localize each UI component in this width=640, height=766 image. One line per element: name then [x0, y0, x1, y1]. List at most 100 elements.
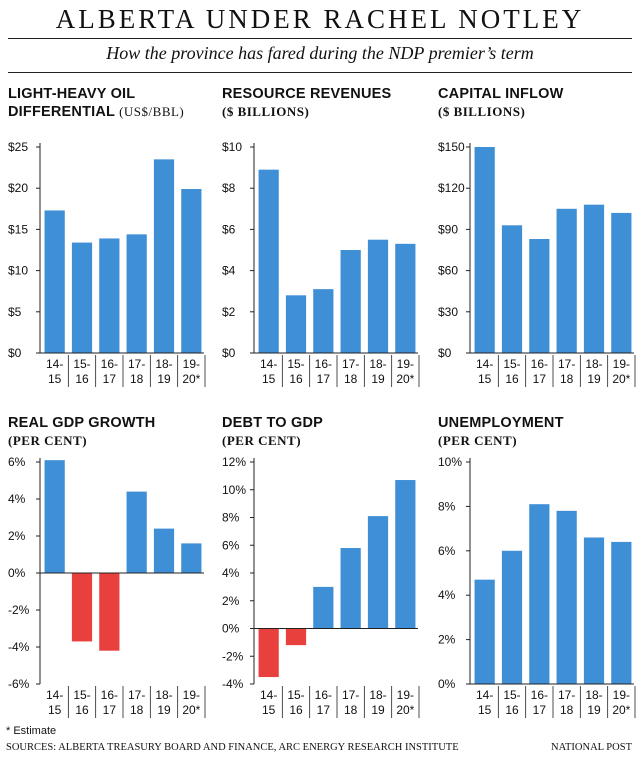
bar [126, 491, 147, 573]
x-tick-label: 19 [587, 372, 601, 386]
title-rule-top [8, 38, 632, 39]
y-tick-label: $15 [8, 222, 28, 236]
chart-title: REAL GDP GROWTH (PER CENT) [8, 414, 155, 450]
bar [313, 586, 334, 629]
x-tick-label: 17- [342, 357, 359, 371]
y-tick-label: $90 [438, 222, 458, 236]
y-tick-label: 0% [438, 677, 456, 691]
x-tick-label: 15- [503, 357, 520, 371]
x-tick-label: 18- [155, 688, 172, 702]
bar [474, 579, 495, 684]
chart-panel-debt-to-gdp: DEBT TO GDP (PER CENT) -4% -2% 0% 2% 4% 6% 8% 1… [222, 414, 422, 724]
x-tick-label: 18- [369, 688, 386, 702]
y-tick-label: 4% [222, 566, 240, 580]
y-tick-label: 4% [438, 588, 456, 602]
chart-panel-real-gdp-growth: REAL GDP GROWTH (PER CENT) -6% -4% -2% 0% 2%… [8, 414, 208, 724]
y-tick-label: $0 [8, 346, 22, 360]
x-tick-label: 16 [289, 703, 303, 717]
x-tick-label: 19 [371, 703, 385, 717]
chart-panel-resource-revenues: RESOURCE REVENUES ($ BILLIONS) $0 $2 $4 $6 $… [222, 85, 422, 395]
bar [340, 250, 361, 353]
bar [181, 189, 202, 353]
y-tick-label: $2 [222, 305, 236, 319]
chart-unit: (US$/BBL) [119, 104, 185, 119]
x-tick-label: 19 [157, 703, 171, 717]
bar [501, 225, 523, 353]
chart-panel-oil-differential: LIGHT-HEAVY OIL DIFFERENTIAL (US$/BBL) $… [8, 85, 208, 395]
chart-title: LIGHT-HEAVY OIL DIFFERENTIAL (US$/BBL) [8, 85, 184, 121]
x-tick-label: 14- [260, 357, 277, 371]
x-tick-label: 18 [130, 703, 144, 717]
x-tick-label: 20* [396, 372, 414, 386]
chart-unit: (PER CENT) [8, 433, 88, 448]
bar-chart-unemployment: 0% 2% 4% 6% 8% 10% 14-15 15-16 16-17 17-18 18-19 19… [438, 455, 636, 718]
bar [99, 238, 120, 353]
y-tick-label: 2% [438, 633, 456, 647]
x-tick-label: 14- [476, 688, 493, 702]
x-tick-label: 15 [48, 703, 62, 717]
x-tick-label: 16- [531, 688, 548, 702]
footnote-estimate: * Estimate [6, 725, 57, 737]
x-tick-label: 17- [342, 688, 359, 702]
x-tick-label: 18 [130, 372, 144, 386]
bar [340, 548, 361, 629]
x-tick-label: 17 [533, 703, 547, 717]
x-tick-label: 16- [531, 357, 548, 371]
y-tick-label: 10% [438, 455, 462, 469]
x-tick-label: 17- [558, 688, 575, 702]
bar [71, 242, 93, 353]
y-tick-label: $60 [438, 264, 458, 278]
y-tick-label: 4% [8, 492, 26, 506]
chart-panel-unemployment: UNEMPLOYMENT (PER CENT) 0% 2% 4% 6% 8% 10% 14-… [438, 414, 638, 724]
y-tick-label: 0% [8, 566, 26, 580]
y-tick-label: $5 [8, 305, 22, 319]
bar [583, 537, 605, 684]
x-tick-label: 17 [317, 703, 331, 717]
y-tick-label: -4% [222, 677, 244, 691]
x-tick-label: 18 [560, 703, 574, 717]
chart-title-line1: DEBT TO GDP [222, 415, 324, 431]
x-tick-label: 15- [73, 688, 90, 702]
x-tick-label: 15 [478, 703, 492, 717]
chart-title-line1: REAL GDP GROWTH [8, 415, 156, 431]
chart-unit: (PER CENT) [222, 433, 302, 448]
x-tick-label: 16- [101, 688, 118, 702]
x-tick-label: 19- [397, 357, 414, 371]
chart-title: RESOURCE REVENUES ($ BILLIONS) [222, 85, 391, 121]
bar [367, 516, 389, 629]
x-tick-label: 20* [612, 703, 630, 717]
chart-title: DEBT TO GDP (PER CENT) [222, 414, 323, 450]
bar [181, 543, 202, 573]
bar [529, 504, 550, 684]
x-tick-label: 14- [260, 688, 277, 702]
bar [126, 234, 147, 353]
x-tick-label: 18 [344, 703, 358, 717]
bar [583, 204, 605, 353]
bar [611, 541, 632, 684]
y-tick-label: $20 [8, 181, 28, 195]
bar [313, 289, 334, 353]
x-tick-label: 16 [75, 372, 89, 386]
chart-title: UNEMPLOYMENT (PER CENT) [438, 414, 564, 450]
chart-title-line1: LIGHT-HEAVY OIL [8, 86, 136, 102]
y-tick-label: -4% [8, 640, 30, 654]
bar [529, 239, 550, 353]
bar [44, 210, 65, 353]
x-tick-label: 16 [289, 372, 303, 386]
y-tick-label: 6% [222, 538, 240, 552]
y-tick-label: 12% [222, 455, 246, 469]
page-subtitle: How the province has fared during the ND… [106, 43, 534, 63]
y-tick-label: $8 [222, 181, 236, 195]
x-tick-label: 16 [505, 703, 519, 717]
x-tick-label: 16 [505, 372, 519, 386]
bar [153, 528, 175, 573]
x-tick-label: 19- [183, 688, 200, 702]
bar [153, 159, 175, 353]
y-tick-label: 6% [438, 544, 456, 558]
y-tick-label: 0% [222, 622, 240, 636]
y-tick-label: 2% [222, 594, 240, 608]
x-tick-label: 17- [558, 357, 575, 371]
x-tick-label: 19- [183, 357, 200, 371]
x-tick-label: 20* [396, 703, 414, 717]
x-tick-label: 15 [478, 372, 492, 386]
